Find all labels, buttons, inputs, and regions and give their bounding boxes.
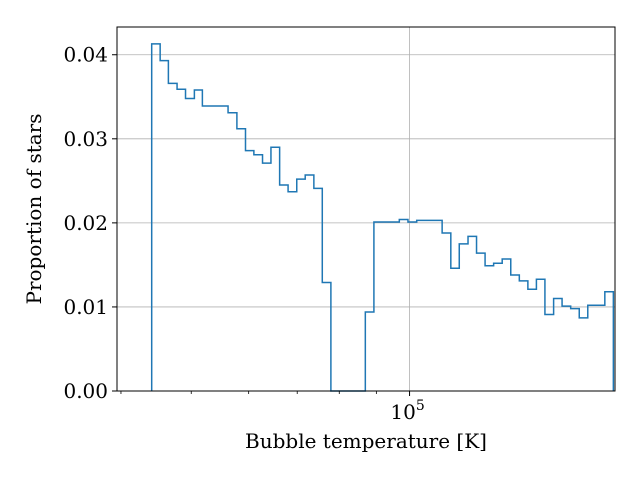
histogram-bin	[596, 305, 605, 391]
histogram-bin	[451, 268, 459, 391]
histogram-bin	[605, 292, 614, 391]
histogram-bin	[194, 90, 202, 391]
histogram-bin	[468, 236, 477, 391]
histogram-bin	[528, 289, 537, 391]
histogram-bin	[477, 253, 486, 391]
histogram-bin	[322, 283, 331, 391]
histogram-bin	[177, 89, 185, 391]
histogram-bin	[186, 98, 195, 391]
y-axis-label: Proportion of stars	[22, 113, 46, 304]
histogram-bin	[442, 233, 451, 391]
histogram-bin	[425, 220, 434, 391]
histogram-bin	[459, 244, 468, 391]
histogram-bin	[417, 220, 426, 391]
histogram-bin	[434, 220, 442, 391]
histogram-bin	[502, 259, 511, 391]
histogram-bin	[545, 315, 554, 391]
histogram-bin	[399, 220, 408, 391]
histogram-bin	[297, 179, 305, 391]
histogram-bin	[168, 83, 177, 391]
y-tick-label: 0.00	[63, 379, 108, 403]
histogram-bin	[374, 222, 382, 391]
histogram-bin	[280, 185, 288, 391]
histogram-bin	[263, 163, 271, 391]
histogram-step-line	[150, 43, 615, 392]
histogram-bin	[211, 106, 219, 391]
histogram-bin	[579, 318, 588, 391]
histogram-bin	[391, 222, 399, 391]
histogram-bin	[305, 175, 314, 391]
histogram-bin	[519, 281, 528, 391]
histogram-bin	[202, 106, 211, 391]
y-axis-ticks: 0.00 0.01 0.02 0.03 0.04	[63, 43, 117, 403]
y-tick-label: 0.03	[63, 127, 108, 151]
histogram-bin	[485, 266, 494, 391]
histogram-bin	[288, 192, 297, 391]
y-tick-label: 0.02	[63, 211, 108, 235]
histogram-bin	[152, 44, 160, 391]
histogram-bin	[408, 222, 417, 391]
histogram-bin	[254, 155, 263, 391]
histogram-bin	[571, 309, 580, 391]
y-tick-label: 0.01	[63, 295, 108, 319]
histogram-bin	[382, 222, 391, 391]
histogram-bin	[237, 129, 246, 391]
plot-frame	[116, 26, 616, 392]
histogram-bin	[365, 312, 374, 391]
histogram-bin	[228, 113, 237, 391]
histogram-bin	[536, 279, 545, 391]
histogram-bin	[314, 188, 322, 391]
histogram-bin	[494, 263, 503, 391]
x-axis-label: Bubble temperature [K]	[245, 429, 487, 453]
histogram-bin	[220, 106, 229, 391]
histogram-bin	[245, 151, 253, 391]
histogram-bin	[160, 61, 168, 391]
histogram-bin	[511, 275, 520, 391]
histogram-bin	[271, 147, 280, 391]
y-tick-label: 0.04	[63, 43, 108, 67]
histogram-bin	[562, 306, 571, 391]
histogram-bin	[588, 305, 596, 391]
histogram-bin	[554, 299, 562, 391]
